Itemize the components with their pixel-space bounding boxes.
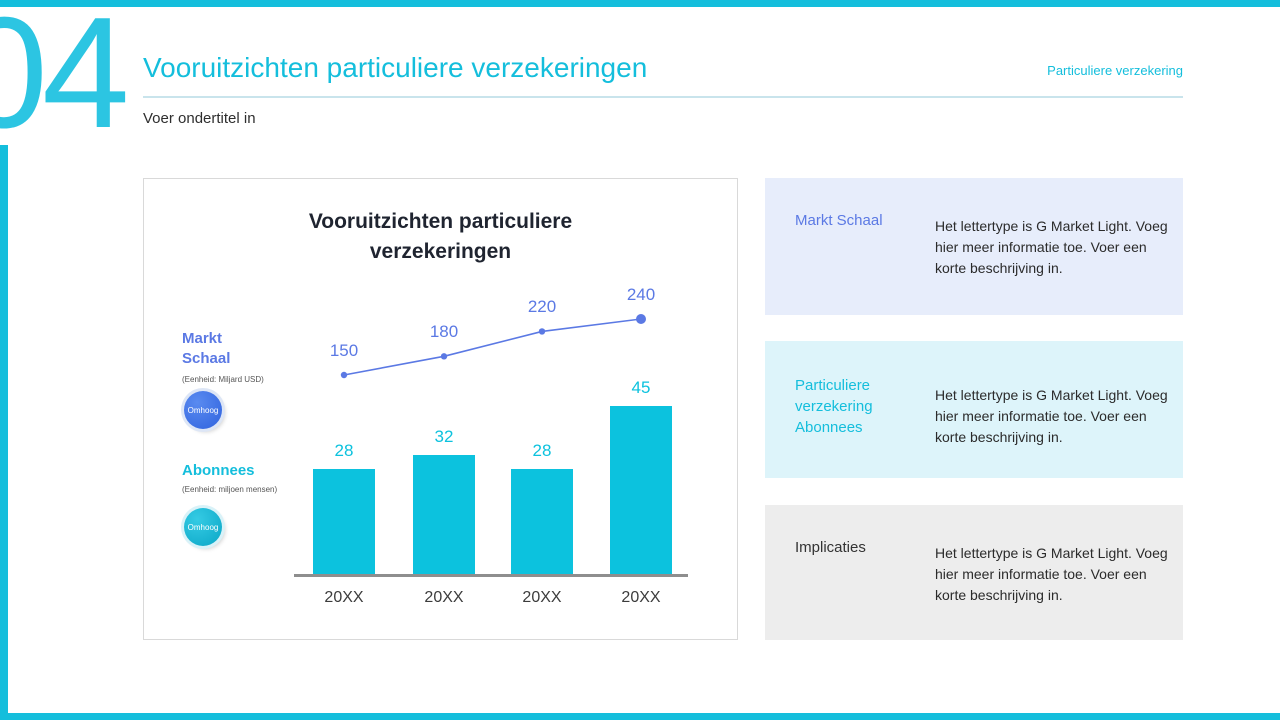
legend-markt-schaal-label: Markt Schaal bbox=[182, 330, 231, 368]
bar-value-label: 28 bbox=[334, 441, 354, 460]
line-value-label: 150 bbox=[329, 341, 359, 360]
x-axis-label: 20XX bbox=[424, 589, 464, 606]
legend-abonnees-unit: (Eenheid: miljoen mensen) bbox=[182, 485, 278, 494]
chart-bar bbox=[511, 469, 573, 574]
bar-value-label: 45 bbox=[631, 378, 651, 397]
info-card-label: Particuliere verzekering Abonnees bbox=[795, 377, 873, 436]
chart-title: Vooruitzichten particuliere verzekeringe… bbox=[308, 210, 573, 264]
info-card-implicaties: Implicaties Het lettertype is G Market L… bbox=[765, 505, 1183, 640]
omhoog-button-markt[interactable]: Omhoog bbox=[184, 391, 222, 429]
legend-markt-schaal-unit: (Eenheid: Miljard USD) bbox=[182, 375, 264, 384]
line-value-label: 180 bbox=[429, 322, 459, 342]
line-point bbox=[636, 314, 646, 324]
line-value-label: 220 bbox=[527, 297, 557, 317]
info-card-text: Het lettertype is G Market Light. Voeg h… bbox=[935, 387, 1168, 445]
header-tag: Particuliere verzekering bbox=[1047, 63, 1183, 78]
top-accent-bar bbox=[0, 0, 1280, 7]
info-card-label: Markt Schaal bbox=[795, 212, 883, 229]
chart-card: Vooruitzichten particuliere verzekeringe… bbox=[143, 178, 738, 640]
info-card-text: Het lettertype is G Market Light. Voeg h… bbox=[935, 218, 1168, 276]
x-axis-line bbox=[294, 574, 688, 577]
x-axis-label: 20XX bbox=[621, 589, 661, 606]
info-card-markt-schaal: Markt Schaal Het lettertype is G Market … bbox=[765, 178, 1183, 315]
left-accent-bar bbox=[0, 145, 8, 720]
bottom-accent-bar bbox=[0, 713, 1280, 720]
info-card-particuliere-verzekering-abonnees: Particuliere verzekering Abonnees Het le… bbox=[765, 341, 1183, 478]
legend-abonnees-label: Abonnees bbox=[182, 462, 255, 479]
line-value-label: 240 bbox=[626, 285, 656, 304]
chart-bar bbox=[313, 469, 375, 574]
header-divider bbox=[143, 96, 1183, 98]
page-title: Vooruitzichten particuliere verzekeringe… bbox=[143, 52, 648, 83]
x-axis-label: 20XX bbox=[522, 589, 562, 606]
line-point bbox=[440, 353, 448, 360]
slide-subtitle: Voer ondertitel in bbox=[143, 110, 256, 127]
bar-value-label: 32 bbox=[434, 427, 454, 446]
info-card-label: Implicaties bbox=[795, 539, 866, 556]
slide-number: 04 bbox=[0, 0, 130, 161]
bar-value-label: 28 bbox=[532, 441, 552, 460]
header: Vooruitzichten particuliere verzekeringe… bbox=[143, 52, 1183, 127]
x-axis-label: 20XX bbox=[324, 589, 364, 606]
line-point bbox=[340, 371, 348, 379]
omhoog-button-abonnees[interactable]: Omhoog bbox=[184, 508, 222, 546]
info-card-text: Het lettertype is G Market Light. Voeg h… bbox=[935, 545, 1168, 603]
chart-bar bbox=[413, 455, 475, 574]
chart-bar bbox=[610, 406, 672, 574]
chart-plot: 28 150 20XX 32 180 20XX 28 220 20XX 45 240 20XX bbox=[144, 179, 737, 639]
line-point bbox=[538, 328, 546, 335]
